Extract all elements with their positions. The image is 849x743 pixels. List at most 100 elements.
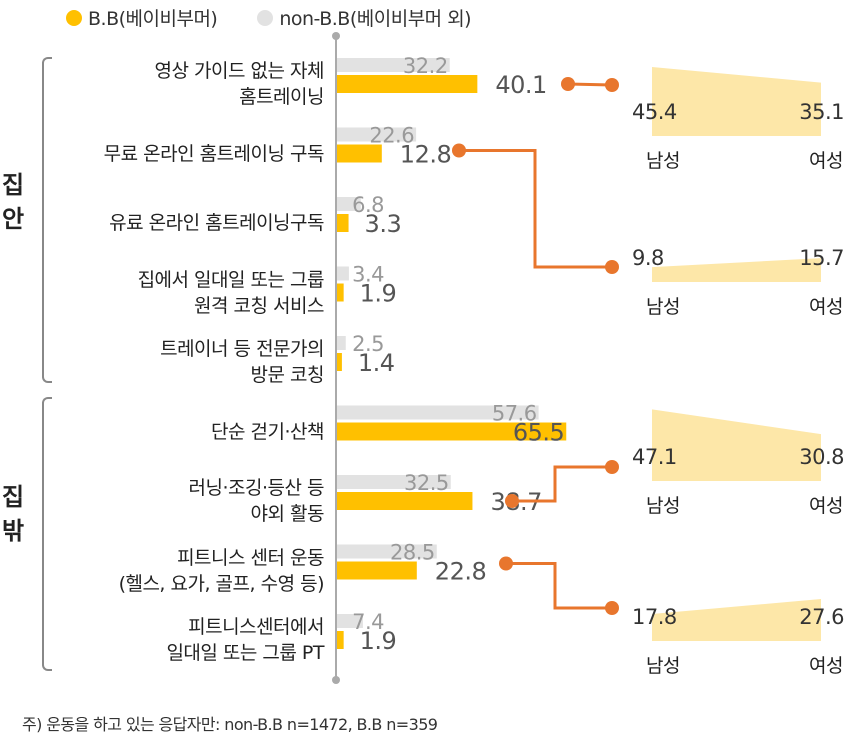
connector-dot-start [505,494,519,508]
data-label-nonbb: 32.5 [404,471,449,495]
legend-swatch-bb [66,9,82,26]
axis-cap-top [332,32,340,40]
category-label-line: 피트니스센터에서 [188,616,324,638]
connector-line [567,82,613,87]
connector-line [512,465,612,503]
data-label-bb: 40.1 [495,71,546,99]
axis-cap-bottom [332,676,340,684]
category-label: 집에서 일대일 또는 그룹 원격 코칭 서비스 [138,267,325,319]
gender-area [652,66,821,136]
data-label-bb: 65.5 [513,419,564,447]
category-label-line: 러닝·조깅·등산 등 [188,477,325,499]
category-label-line: 단순 걷기·산책 [211,420,324,443]
category-label-line: (헬스, 요가, 골프, 수영 등) [118,572,325,595]
gender-value-female: 35.1 [799,100,844,124]
legend-item-bb: B.B(베이비부머) [66,4,218,31]
group-label-outside-text: 집 밖 [1,483,25,545]
gender-value-female: 15.7 [799,246,844,270]
connector-dot-end [605,460,619,474]
category-label: 트레이너 등 전문가의 방문 코칭 [160,336,324,388]
gender-label-male: 남성 [646,296,680,318]
legend-label-bb: B.B(베이비부머) [88,8,218,30]
category-label-line: 일대일 또는 그룹 PT [166,642,324,664]
category-label: 무료 온라인 홈트레이닝 구독 [103,141,325,167]
gender-label-female: 여성 [809,495,843,517]
category-label: 피트니스 센터 운동 (헬스, 요가, 골프, 수영 등) [118,545,325,597]
data-label-nonbb: 22.6 [369,124,414,148]
bar-bb [337,353,342,371]
group-label-outside: 집 밖 [0,480,26,548]
data-label-nonbb: 3.4 [352,263,384,287]
data-label-bb: 1.9 [360,280,397,308]
bar-bb [337,75,478,93]
bar-nonbb [337,336,346,350]
connector-dot-start [499,556,513,571]
category-label-line: 영상 가이드 없는 자체 [154,60,325,82]
bar-bb [337,492,473,510]
group-bracket-home [42,57,52,383]
connector-dot-end [605,78,619,92]
gender-label-male: 남성 [646,150,680,172]
connector-line [506,562,612,610]
legend: B.B(베이비부머) non-B.B(베이비부머 외) [66,4,511,31]
gender-value-male: 17.8 [632,605,677,629]
data-label-bb: 12.8 [400,141,451,169]
bar-nonbb [337,266,349,281]
bar-bb [337,144,382,163]
data-label-nonbb: 57.6 [492,402,537,426]
group-bracket-outside [42,397,52,671]
bar-nonbb [337,405,539,420]
group-label-home: 집 안 [0,168,26,236]
data-label-bb: 3.3 [365,210,402,238]
footnote: 주) 운동을 하고 있는 응답자만: non-B.B n=1472, B.B n… [22,715,438,734]
connector-dot-start [561,77,575,91]
group-label-home-text: 집 안 [1,171,25,233]
data-label-nonbb: 32.2 [403,54,448,78]
category-label-line: 트레이너 등 전문가의 [160,338,324,360]
category-label-line: 야외 활동 [250,503,325,525]
category-label-line: 홈트레이닝 [239,86,324,108]
category-label: 유료 온라인 홈트레이닝구독 [109,210,324,236]
bar-nonbb [337,544,437,559]
bar-bb [337,561,417,580]
bar-nonbb [337,614,363,628]
gender-label-female: 여성 [809,150,843,172]
gender-value-male: 9.8 [632,246,664,270]
bar-bb [337,214,349,232]
category-label-line: 유료 온라인 홈트레이닝구독 [109,212,324,234]
bar-bb [337,422,567,441]
legend-label-nonbb: non-B.B(베이비부머 외) [279,8,472,30]
data-label-bb: 1.4 [358,349,395,377]
bar-bb [337,631,344,649]
connector-dot-end [605,601,619,615]
gender-label-female: 여성 [809,296,843,318]
data-label-bb: 22.8 [435,558,486,586]
category-label-line: 원격 코칭 서비스 [194,294,324,317]
connector-line [459,149,612,269]
bar-nonbb [337,58,450,72]
category-label-line: 피트니스 센터 운동 [177,546,324,569]
gender-area [652,599,821,641]
connector-dot-start [452,143,466,158]
gender-label-female: 여성 [809,655,843,677]
legend-item-nonbb: non-B.B(베이비부머 외) [257,4,472,31]
bar-bb [337,283,344,302]
gender-area [652,258,821,282]
legend-swatch-nonbb [257,9,274,26]
bar-nonbb [337,197,361,211]
data-label-nonbb: 6.8 [352,193,384,217]
bar-nonbb [337,475,451,489]
bar-nonbb [337,127,417,142]
gender-value-female: 27.6 [799,605,844,629]
category-label-line: 무료 온라인 홈트레이닝 구독 [103,142,325,165]
gender-value-female: 30.8 [799,445,844,469]
category-label: 단순 걷기·산책 [211,419,324,445]
data-label-nonbb: 2.5 [352,332,384,356]
connector-dot-end [605,260,619,274]
data-label-nonbb: 28.5 [390,541,435,565]
